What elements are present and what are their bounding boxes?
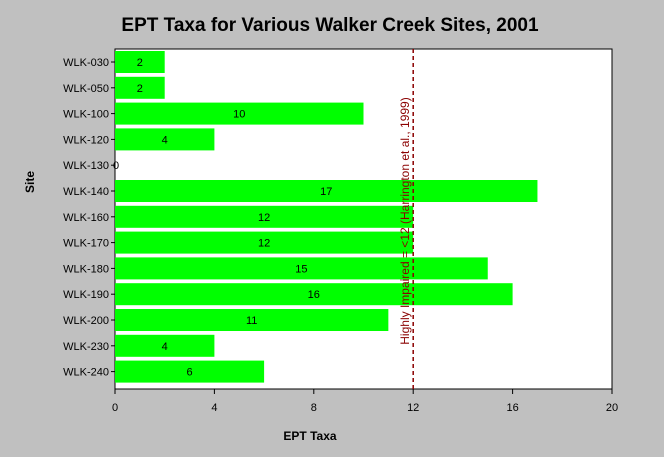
x-tick-label-0: 0 xyxy=(112,402,118,414)
data-label-wlk-050: 2 xyxy=(137,83,143,95)
bar-wlk-160 xyxy=(115,205,414,228)
data-label-wlk-190: 16 xyxy=(308,289,320,301)
data-label-wlk-240: 6 xyxy=(186,367,192,379)
category-label-wlk-190: WLK-190 xyxy=(63,289,109,301)
category-label-wlk-030: WLK-030 xyxy=(63,57,109,69)
bar-wlk-200 xyxy=(115,309,389,331)
bar-wlk-050 xyxy=(115,76,165,99)
category-label-wlk-130: WLK-130 xyxy=(63,160,109,172)
category-label-wlk-170: WLK-170 xyxy=(63,238,109,250)
bar-wlk-030 xyxy=(115,51,165,73)
bar-wlk-140 xyxy=(115,180,538,202)
category-label-wlk-140: WLK-140 xyxy=(63,186,109,198)
bar-wlk-230 xyxy=(115,334,215,357)
x-axis: 0 4 8 12 16 20 xyxy=(112,389,618,414)
chart-title: EPT Taxa for Various Walker Creek Sites,… xyxy=(121,15,539,36)
x-tick-label-12: 12 xyxy=(407,402,419,414)
data-label-wlk-180: 15 xyxy=(295,263,307,275)
bar-wlk-240 xyxy=(115,360,265,383)
data-label-wlk-230: 4 xyxy=(162,341,168,353)
bar-wlk-180 xyxy=(115,257,488,280)
data-label-wlk-030: 2 xyxy=(137,57,143,69)
data-label-wlk-130: 0 xyxy=(113,160,119,172)
data-label-wlk-160: 12 xyxy=(258,212,270,224)
bars-layer: 2 2 10 4 0 17 12 12 15 16 11 4 6 xyxy=(113,51,538,383)
data-label-wlk-100: 10 xyxy=(233,109,245,121)
data-label-wlk-170: 12 xyxy=(258,238,270,250)
category-label-wlk-050: WLK-050 xyxy=(63,83,109,95)
reference-line-label: Highly Impaired = <12 (Harrington et al.… xyxy=(398,97,412,344)
x-axis-title: EPT Taxa xyxy=(283,429,336,443)
data-label-wlk-200: 11 xyxy=(246,315,257,327)
category-label-wlk-100: WLK-100 xyxy=(63,109,109,121)
data-label-wlk-120: 4 xyxy=(162,134,168,146)
x-tick-label-20: 20 xyxy=(606,402,618,414)
data-label-wlk-140: 17 xyxy=(320,186,332,198)
category-labels: WLK-030 WLK-050 WLK-100 WLK-120 WLK-130 WLK-1… xyxy=(63,57,115,379)
category-label-wlk-200: WLK-200 xyxy=(63,315,109,327)
y-axis-title: Site xyxy=(23,171,37,193)
bar-wlk-100 xyxy=(115,102,364,125)
bar-wlk-170 xyxy=(115,231,414,254)
bar-wlk-120 xyxy=(115,128,215,151)
x-tick-label-16: 16 xyxy=(506,402,518,414)
x-tick-label-4: 4 xyxy=(211,402,217,414)
category-label-wlk-180: WLK-180 xyxy=(63,263,109,275)
category-label-wlk-240: WLK-240 xyxy=(63,367,109,379)
category-label-wlk-160: WLK-160 xyxy=(63,212,109,224)
category-label-wlk-230: WLK-230 xyxy=(63,341,109,353)
reference-line-layer: Highly Impaired = <12 (Harrington et al.… xyxy=(398,49,414,389)
category-label-wlk-120: WLK-120 xyxy=(63,134,109,146)
x-tick-label-8: 8 xyxy=(311,402,317,414)
